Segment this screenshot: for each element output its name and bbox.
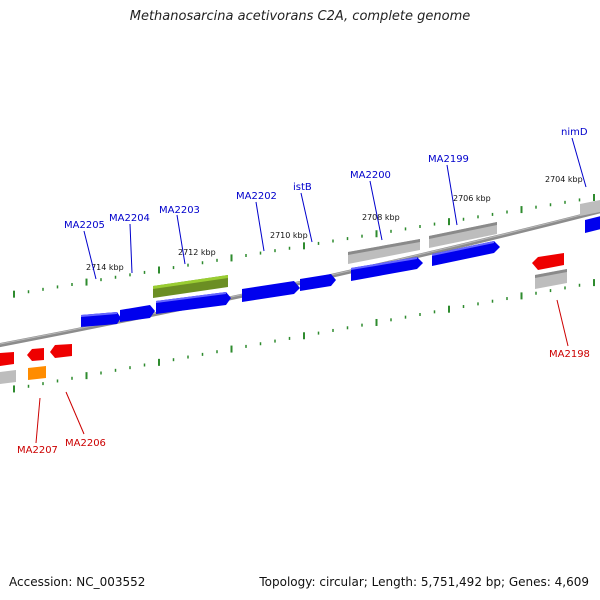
gene-ma2198[interactable] <box>532 253 564 270</box>
scale-ticks-upper <box>13 194 595 298</box>
gene-label[interactable]: MA2199 <box>428 154 469 165</box>
gene-labels-top: MA2205 MA2204 MA2203 MA2202 istB MA2200 … <box>64 127 588 231</box>
gene-ma2207[interactable] <box>27 348 44 361</box>
grey-features-upper <box>348 200 600 264</box>
gene-label[interactable]: MA2205 <box>64 220 105 231</box>
accession-label: Accession: NC_003552 <box>9 575 146 589</box>
reverse-genes <box>0 253 564 366</box>
gene-label[interactable]: istB <box>293 182 312 193</box>
scale-label: 2706 kbp <box>453 194 491 203</box>
gene-ma2199-shade <box>432 241 494 256</box>
feature-block <box>580 200 600 216</box>
gene-ma2203-shade <box>156 292 226 303</box>
map-title: Methanosarcina acetivorans C2A, complete… <box>129 9 471 24</box>
gene-labels-bottom: MA2207 MA2206 MA2198 <box>17 349 590 456</box>
topology-summary: Topology: circular; Length: 5,751,492 bp… <box>259 575 589 589</box>
gene-ma2203[interactable] <box>156 292 231 314</box>
gene-label[interactable]: MA2198 <box>549 349 590 360</box>
gene-label[interactable]: MA2200 <box>350 170 391 181</box>
gene-istb[interactable] <box>300 274 336 291</box>
scale-ticks-lower <box>13 279 595 393</box>
gene-ma2200-shade <box>351 257 417 270</box>
gene-ma2205-shade <box>81 312 117 317</box>
gene-label[interactable]: MA2204 <box>109 213 150 224</box>
scale-label: 2704 kbp <box>545 175 583 184</box>
feature-block-top <box>429 222 497 239</box>
scale-labels: 2714 kbp 2712 kbp 2710 kbp 2708 kbp 2706… <box>86 175 583 272</box>
scale-label: 2712 kbp <box>178 248 216 257</box>
gene-ma2202[interactable] <box>242 281 300 302</box>
forward-genes <box>81 215 600 327</box>
gene-label[interactable]: MA2203 <box>159 205 200 216</box>
gene-label[interactable]: MA2206 <box>65 438 106 449</box>
gene-ma2200[interactable] <box>351 257 423 281</box>
gene-nimd[interactable] <box>585 215 600 233</box>
feature-block <box>0 370 16 384</box>
scale-label: 2710 kbp <box>270 231 308 240</box>
scale-label: 2714 kbp <box>86 263 124 272</box>
gene-ma2199[interactable] <box>432 241 500 266</box>
gene-olive-block-top <box>153 275 228 289</box>
gene-label[interactable]: nimD <box>561 127 588 138</box>
lower-features <box>0 269 567 384</box>
feature-block-top <box>348 239 420 255</box>
scale-label: 2708 kbp <box>362 213 400 222</box>
gene-red-left[interactable] <box>0 352 14 366</box>
gene-ma2204[interactable] <box>120 305 155 322</box>
label-leaders <box>35 137 587 444</box>
feature-block-top <box>535 269 567 278</box>
gene-label[interactable]: MA2207 <box>17 445 58 456</box>
gene-ma2206[interactable] <box>50 344 72 358</box>
gene-label[interactable]: MA2202 <box>236 191 277 202</box>
gene-orange-block[interactable] <box>28 366 46 380</box>
